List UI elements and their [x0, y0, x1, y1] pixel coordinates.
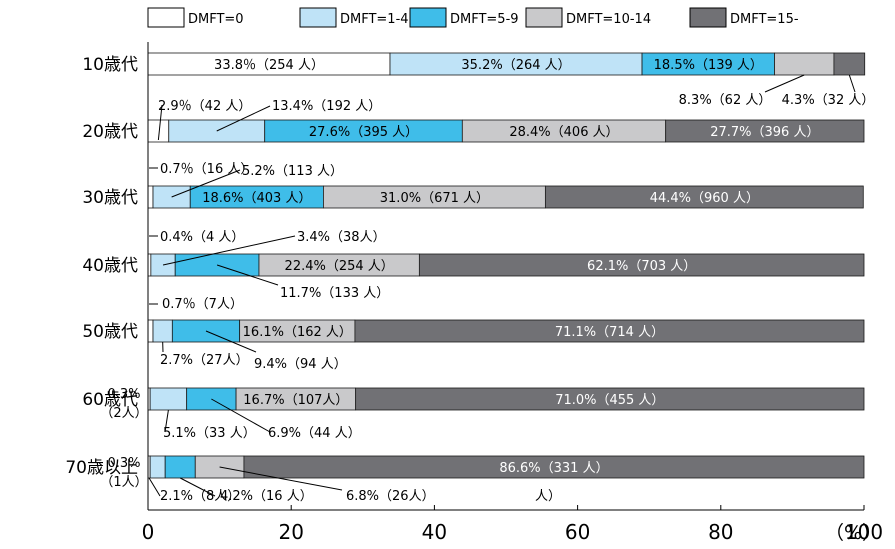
x-tick-label: 0 [142, 520, 155, 544]
data-label: （2人） [100, 406, 147, 421]
bar-segment [833, 52, 866, 76]
x-tick-label: 100 [845, 520, 883, 544]
x-tick-label: 60 [565, 520, 590, 544]
data-label: 71.0%（455 人） [555, 393, 664, 408]
data-label: 6.8%（26人） [346, 489, 435, 504]
data-label: 33.8％（254 人） [214, 58, 324, 73]
leader-line [171, 169, 241, 198]
data-label: 18.5%（139 人） [654, 58, 763, 73]
data-label: 5.2%（113 人） [242, 164, 343, 179]
legend-swatch [409, 7, 447, 28]
bar-segment [149, 387, 188, 411]
leader-line [219, 466, 343, 491]
data-label: 8.3%（62 人） [679, 93, 772, 108]
data-label: 0.7％（16 人） [160, 162, 253, 177]
bar-segment [152, 319, 173, 343]
leader-line [764, 74, 805, 93]
bar-segment [355, 387, 865, 411]
data-label: 4.3%（32 人） [782, 93, 875, 108]
data-label: 6.9%（44 人） [268, 426, 361, 441]
data-label: （1人） [100, 475, 147, 490]
category-label: 50歳代 [82, 322, 138, 342]
bar-segment [164, 455, 196, 479]
data-label: 0.3% [107, 387, 140, 402]
bar-segment [665, 119, 865, 143]
category-label: 30歳代 [82, 188, 138, 208]
data-label: 9.4%（94 人） [254, 357, 347, 372]
data-label: 16.7%（107人） [243, 393, 348, 408]
x-axis-unit: （%） [825, 522, 881, 544]
data-label: 27.6%（395 人） [309, 125, 418, 140]
data-label: 0.4%（4 人） [160, 230, 244, 245]
legend-label: DMFT=1-4 [340, 12, 409, 27]
legend-swatch [299, 7, 337, 28]
legend-label: DMFT=0 [188, 12, 244, 27]
data-label: 11.7%（133 人） [280, 286, 389, 301]
category-label: 70歳以上 [65, 458, 138, 478]
data-label: 2.9％（42 人） [158, 99, 251, 114]
leader-line [179, 477, 216, 497]
leader-line [148, 477, 161, 497]
leader-line [211, 398, 271, 433]
bar-segment [152, 185, 191, 209]
bar-segment [147, 319, 154, 343]
leader-line [164, 409, 169, 433]
x-tick-label: 40 [422, 520, 447, 544]
leader-line [216, 105, 271, 132]
bar-segment [354, 319, 865, 343]
leader-line [848, 74, 856, 93]
leader-line [162, 235, 296, 266]
legend-swatch [147, 7, 185, 28]
data-label: 16.1%（162 人） [243, 325, 352, 340]
bar-segment [149, 455, 166, 479]
x-tick-label: 80 [708, 520, 733, 544]
bar-segment [418, 253, 865, 277]
data-label: 62.1%（703 人） [587, 259, 696, 274]
data-label: 86.6%（331 人） [499, 461, 608, 476]
data-label: 0.3% [107, 456, 140, 471]
data-label: 4.2%（16 人） [220, 489, 313, 504]
x-tick-label: 20 [278, 520, 303, 544]
data-label: 31.0%（671 人） [380, 191, 489, 206]
category-label: 20歳代 [82, 122, 138, 142]
data-label: 13.4%（192 人） [272, 99, 381, 114]
category-label: 60歳代 [82, 390, 138, 410]
data-label: 人） [535, 489, 561, 504]
leader-line [216, 264, 279, 286]
legend-swatch [689, 7, 727, 28]
data-label: 28.4%（406 人） [509, 125, 618, 140]
data-label: 0.7％（7人） [162, 297, 243, 312]
bar-segment [544, 185, 864, 209]
legend-label: DMFT=10-14 [566, 12, 651, 27]
legend-label: DMFT=15- [730, 12, 799, 27]
leader-line [157, 104, 163, 141]
data-label: 35.2%（264 人） [461, 58, 570, 73]
bar-segment [147, 185, 154, 209]
data-label: 27.7%（396 人） [710, 125, 819, 140]
data-label: 2.1%（8人） [160, 489, 240, 504]
leader-line [205, 330, 257, 353]
data-label: 5.1%（33 人） [163, 426, 256, 441]
legend-swatch [525, 7, 563, 28]
bar-segment [243, 455, 865, 479]
data-label: 2.7%（27人） [160, 353, 249, 368]
category-label: 40歳代 [82, 256, 138, 276]
data-label: 44.4%（960 人） [650, 191, 759, 206]
data-label: 71.1%（714 人） [555, 325, 664, 340]
bar-segment [774, 52, 835, 76]
data-label: 22.4%（254 人） [285, 259, 394, 274]
data-label: 3.4%（38人） [297, 230, 386, 245]
legend-label: DMFT=5-9 [450, 12, 519, 27]
category-label: 10歳代 [82, 55, 138, 75]
data-label: 18.6%（403 人） [202, 191, 311, 206]
